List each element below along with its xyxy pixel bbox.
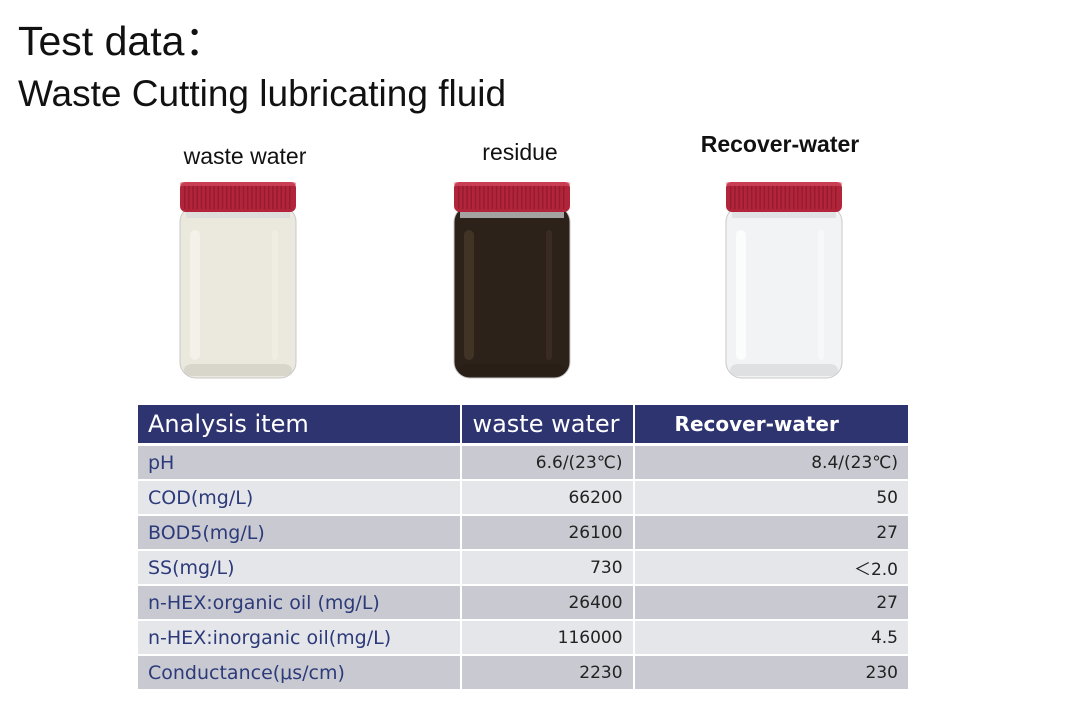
row-waste-value: 26100: [461, 515, 635, 551]
row-item: n-HEX:organic oil (mg/L): [138, 585, 463, 621]
sample-residue: residue: [440, 138, 600, 166]
page-subtitle: Waste Cutting lubricating fluid: [18, 73, 507, 114]
row-item: COD(mg/L): [138, 480, 463, 516]
sample-label-waste-water: waste water: [183, 143, 307, 169]
header-waste-water: waste water: [461, 405, 635, 446]
row-recover-value: ＜2.0: [633, 550, 908, 586]
table-header-row: Analysis item waste water Recover-water: [138, 405, 908, 446]
table-row: pH 6.6/(23℃) 8.4/(23℃): [138, 444, 908, 481]
row-item: Conductance(μs/cm): [138, 655, 463, 691]
row-recover-value: 4.5: [633, 620, 908, 656]
table-row: n-HEX:inorganic oil(mg/L) 116000 4.5: [138, 620, 908, 656]
table-row: n-HEX:organic oil (mg/L) 26400 27: [138, 585, 908, 621]
row-item: n-HEX:inorganic oil(mg/L): [138, 620, 463, 656]
header-recover-water: Recover-water: [633, 405, 908, 446]
row-recover-value: 50: [633, 480, 908, 516]
sample-label-recover-water: Recover-water: [700, 131, 860, 157]
table-row: SS(mg/L) 730 ＜2.0: [138, 550, 908, 586]
row-recover-value: 8.4/(23℃): [633, 444, 908, 481]
row-item: pH: [138, 444, 463, 481]
header-analysis-item: Analysis item: [138, 405, 463, 446]
page-title: Test data：: [18, 18, 226, 64]
row-recover-value: 27: [633, 515, 908, 551]
row-recover-value: 27: [633, 585, 908, 621]
sample-label-residue: residue: [482, 139, 558, 165]
row-waste-value: 66200: [461, 480, 635, 516]
table-row: COD(mg/L) 66200 50: [138, 480, 908, 516]
sample-recover-water: Recover-water: [680, 130, 880, 158]
jar-residue-image: [453, 182, 571, 379]
jar-recover-water-image: [725, 182, 843, 379]
row-item: SS(mg/L): [138, 550, 463, 586]
row-item: BOD5(mg/L): [138, 515, 463, 551]
jar-waste-water-image: [179, 182, 297, 379]
row-waste-value: 730: [461, 550, 635, 586]
table-row: BOD5(mg/L) 26100 27: [138, 515, 908, 551]
row-waste-value: 6.6/(23℃): [461, 444, 635, 481]
row-waste-value: 26400: [461, 585, 635, 621]
row-waste-value: 2230: [461, 655, 635, 691]
sample-waste-water: waste water: [160, 142, 330, 170]
row-waste-value: 116000: [461, 620, 635, 656]
table-row: Conductance(μs/cm) 2230 230: [138, 655, 908, 691]
row-recover-value: 230: [633, 655, 908, 691]
analysis-table: Analysis item waste water Recover-water …: [138, 405, 908, 691]
